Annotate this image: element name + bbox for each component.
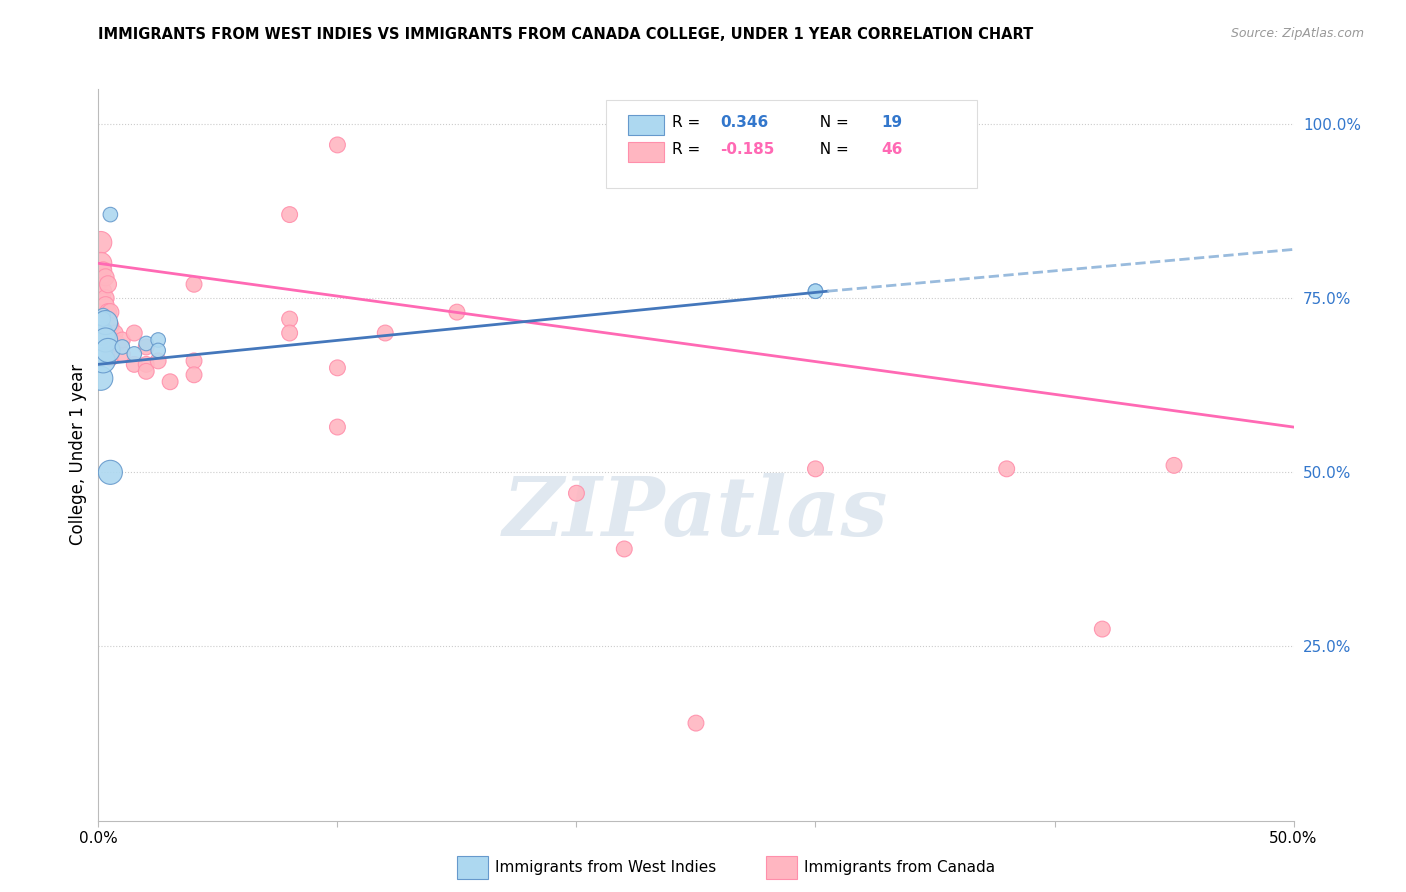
Text: R =: R = [672, 114, 706, 129]
Point [135, 357, 157, 371]
Point [94, 270, 117, 285]
Point [135, 364, 157, 378]
Point [98, 319, 122, 334]
FancyBboxPatch shape [628, 115, 664, 136]
Point [124, 347, 146, 361]
Point [148, 343, 170, 358]
Text: Immigrants from West Indies: Immigrants from West Indies [495, 860, 716, 874]
Point [91, 309, 114, 323]
Point [804, 284, 827, 298]
Point [326, 420, 349, 434]
Point [90, 371, 112, 385]
Point [278, 208, 301, 222]
Point [91, 263, 114, 277]
Point [148, 354, 170, 368]
Text: N =: N = [810, 114, 853, 129]
Point [91, 354, 114, 368]
Point [1091, 622, 1114, 636]
Point [159, 375, 181, 389]
Text: IMMIGRANTS FROM WEST INDIES VS IMMIGRANTS FROM CANADA COLLEGE, UNDER 1 YEAR CORR: IMMIGRANTS FROM WEST INDIES VS IMMIGRANT… [98, 27, 1033, 42]
Point [94, 333, 117, 347]
Point [107, 336, 129, 351]
Text: ZIPatlas: ZIPatlas [503, 474, 889, 553]
Point [148, 333, 170, 347]
Point [91, 294, 114, 309]
Point [90, 343, 112, 358]
Point [104, 326, 127, 340]
Y-axis label: College, Under 1 year: College, Under 1 year [69, 364, 87, 546]
Point [98, 305, 122, 319]
Text: N =: N = [810, 143, 853, 157]
Text: -0.185: -0.185 [720, 143, 775, 157]
Point [278, 326, 301, 340]
Point [565, 486, 588, 500]
Text: Immigrants from Canada: Immigrants from Canada [804, 860, 995, 874]
Text: R =: R = [672, 143, 706, 157]
Point [97, 326, 120, 340]
FancyBboxPatch shape [606, 100, 977, 188]
Text: 0.346: 0.346 [720, 114, 768, 129]
Text: 46: 46 [882, 143, 903, 157]
Point [374, 326, 396, 340]
Point [685, 716, 707, 731]
Point [91, 312, 114, 326]
Point [804, 284, 827, 298]
Point [94, 298, 117, 312]
Point [91, 284, 114, 298]
Point [90, 274, 112, 288]
Point [111, 340, 134, 354]
Point [94, 316, 117, 330]
Text: Source: ZipAtlas.com: Source: ZipAtlas.com [1230, 27, 1364, 40]
Point [124, 326, 146, 340]
Point [111, 347, 134, 361]
Point [804, 462, 827, 476]
Point [98, 351, 122, 365]
Text: 19: 19 [882, 114, 903, 129]
Point [124, 357, 146, 371]
Point [94, 291, 117, 305]
Point [183, 277, 205, 292]
Point [135, 336, 157, 351]
Point [98, 336, 122, 351]
Point [90, 326, 112, 340]
Point [326, 137, 349, 152]
Point [97, 277, 120, 292]
Point [326, 360, 349, 375]
Point [90, 270, 112, 285]
Point [1163, 458, 1185, 473]
Point [613, 541, 636, 556]
Point [135, 340, 157, 354]
Point [98, 208, 122, 222]
Point [111, 333, 134, 347]
Point [91, 329, 114, 343]
Point [97, 305, 120, 319]
Point [97, 343, 120, 358]
Point [183, 354, 205, 368]
Point [278, 312, 301, 326]
Point [98, 466, 122, 480]
Point [995, 462, 1018, 476]
Point [90, 256, 112, 270]
Point [183, 368, 205, 382]
FancyBboxPatch shape [628, 142, 664, 162]
Point [446, 305, 468, 319]
Point [90, 235, 112, 250]
